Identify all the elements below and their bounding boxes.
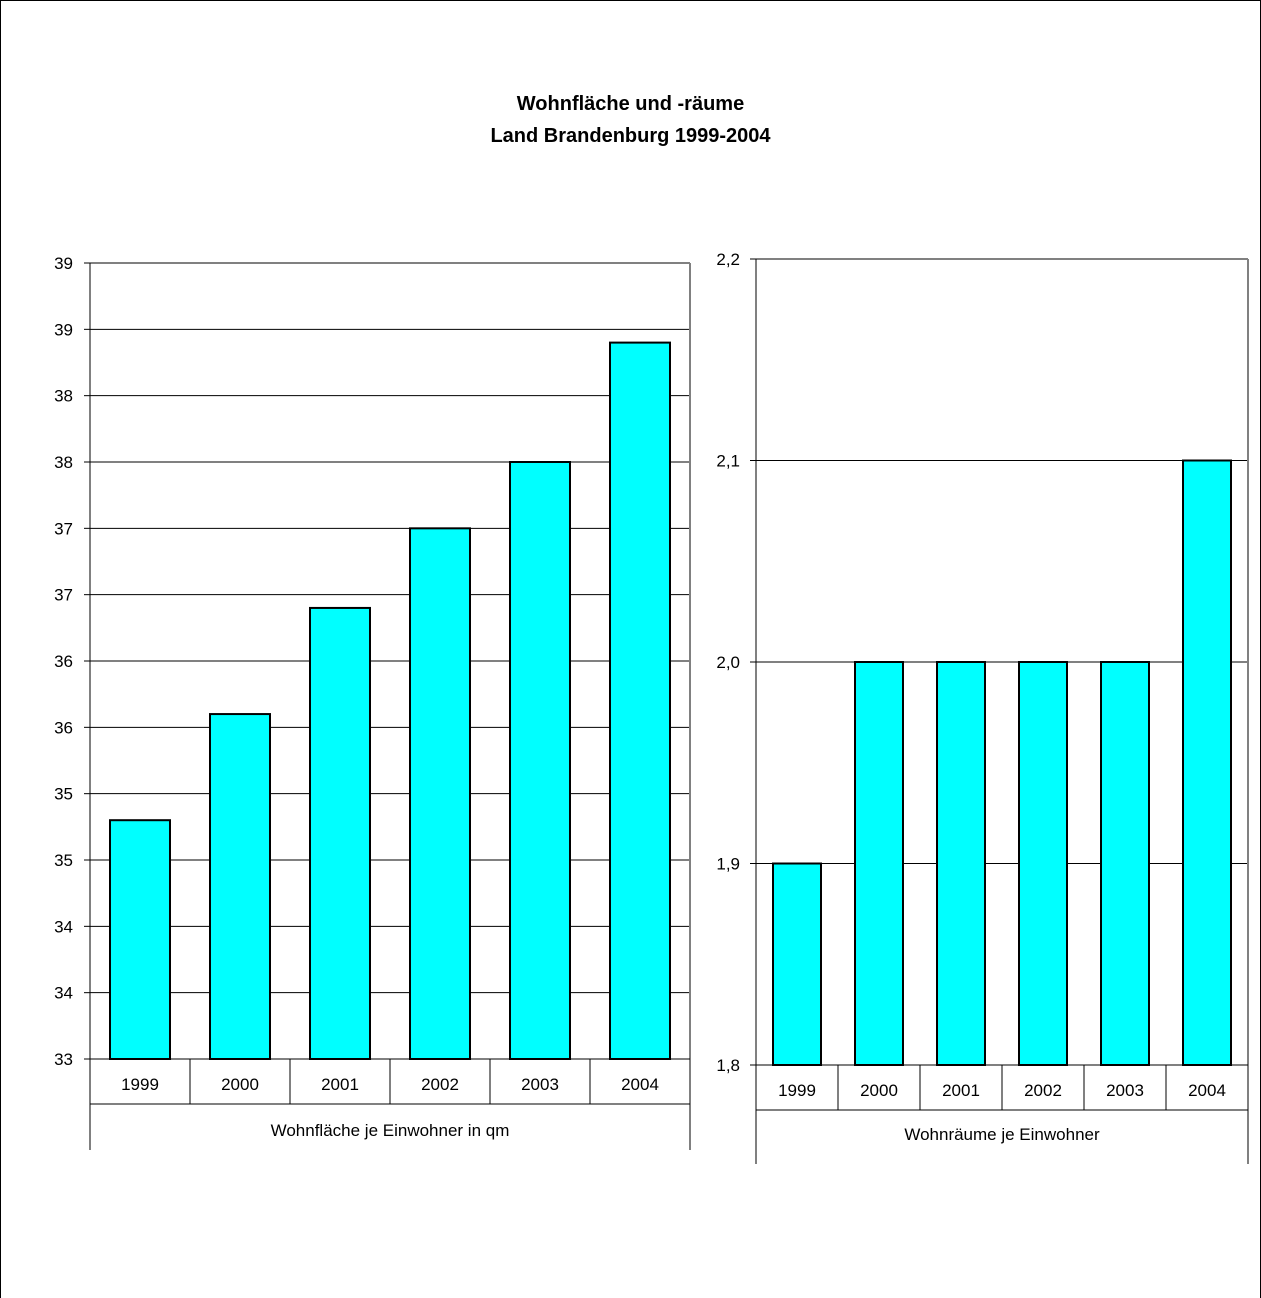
chart1-y-tick-label: 38 xyxy=(54,387,73,406)
chart1-y-tick-label: 33 xyxy=(54,1050,73,1069)
chart1-bar-2003 xyxy=(509,461,571,1060)
chart2-bar-2003 xyxy=(1100,661,1150,1066)
chart-title-line-2: Land Brandenburg 1999-2004 xyxy=(490,125,771,147)
chart-title-line-1: Wohnfläche und -räume xyxy=(516,93,745,115)
chart1-category-label: 2000 xyxy=(221,1075,259,1094)
chart2-bar-2000 xyxy=(854,661,904,1066)
chart1-y-tick-label: 37 xyxy=(54,519,73,538)
chart1-y-tick-label: 36 xyxy=(54,718,73,737)
chart2-y-tick-label: 2,0 xyxy=(716,653,740,672)
chart1-bar-2002 xyxy=(409,527,471,1060)
chart1-y-tick-label: 38 xyxy=(54,453,73,472)
chart1-x-axis-label: Wohnfläche je Einwohner in qm xyxy=(271,1121,510,1140)
chart1-y-tick-label: 35 xyxy=(54,851,73,870)
chart1-y-tick-label: 34 xyxy=(54,917,73,936)
chart1-bar-1999 xyxy=(109,819,171,1061)
chart2-bar-2002 xyxy=(1018,661,1068,1066)
chart2-x-axis-label: Wohnräume je Einwohner xyxy=(904,1125,1100,1144)
chart1-category-label: 2004 xyxy=(621,1075,659,1094)
chart1-y-tick-label: 37 xyxy=(54,586,73,605)
chart1-y-tick-label: 34 xyxy=(54,984,73,1003)
chart2-bar-1999 xyxy=(772,862,822,1066)
chart2-y-tick-label: 2,1 xyxy=(716,452,740,471)
chart2-bar-2001 xyxy=(936,661,986,1066)
chart2-category-label: 2002 xyxy=(1024,1081,1062,1100)
chart1-bar-2001 xyxy=(309,606,371,1061)
chart1-category-label: 1999 xyxy=(121,1075,159,1094)
chart2-category-label: 1999 xyxy=(778,1081,816,1100)
chart1-category-label: 2001 xyxy=(321,1075,359,1094)
chart1-y-tick-label: 39 xyxy=(54,320,73,339)
chart-title: Wohnfläche und -räume Land Brandenburg 1… xyxy=(0,88,1261,152)
chart2-y-tick-label: 2,2 xyxy=(716,250,740,269)
chart2-category-label: 2003 xyxy=(1106,1081,1144,1100)
chart1-category-label: 2003 xyxy=(521,1075,559,1094)
chart1-category-label: 2002 xyxy=(421,1075,459,1094)
chart2-category-label: 2000 xyxy=(860,1081,898,1100)
chart1-bar-2000 xyxy=(209,713,271,1060)
chart2-y-tick-label: 1,8 xyxy=(716,1056,740,1075)
chart1-y-tick-label: 39 xyxy=(54,254,73,273)
chart2-category-label: 2004 xyxy=(1188,1081,1226,1100)
chart1-y-tick-label: 36 xyxy=(54,652,73,671)
chart2-bar-2004 xyxy=(1182,459,1232,1066)
chart1-y-tick-label: 35 xyxy=(54,785,73,804)
chart2-y-tick-label: 1,9 xyxy=(716,855,740,874)
chart1-bar-2004 xyxy=(609,341,671,1061)
chart2-category-label: 2001 xyxy=(942,1081,980,1100)
